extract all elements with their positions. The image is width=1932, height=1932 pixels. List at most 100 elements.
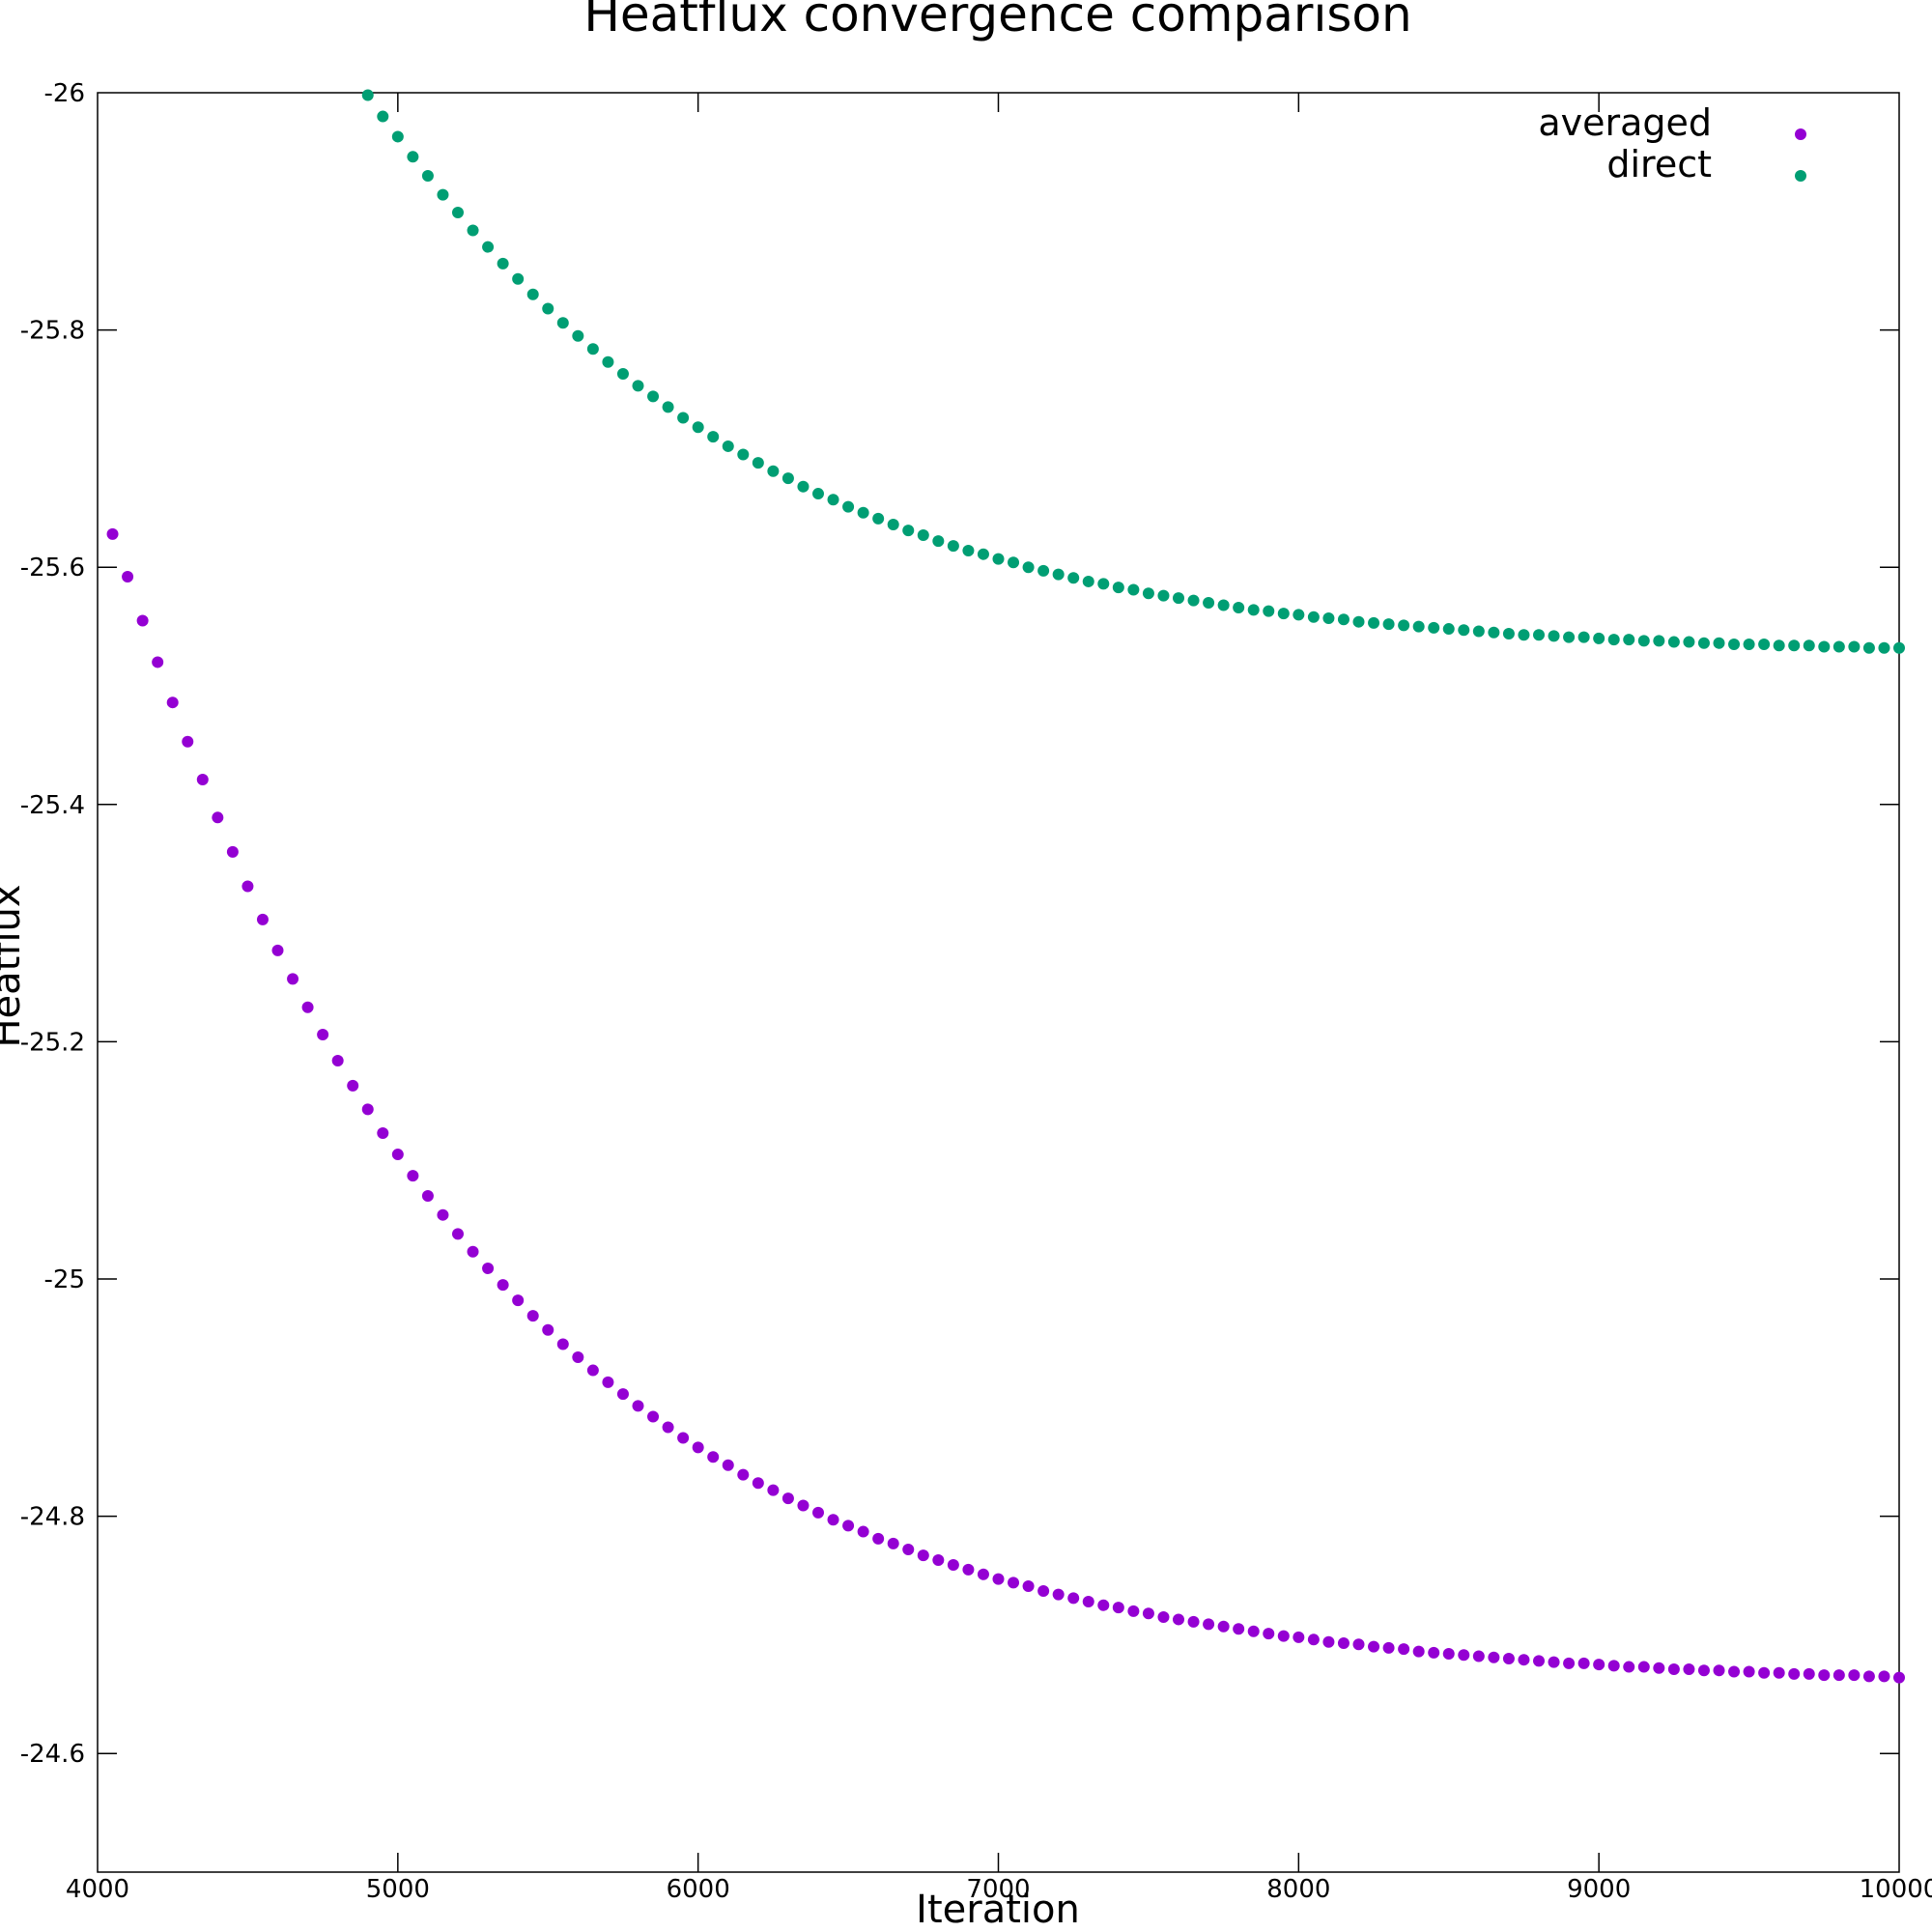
direct-point <box>1683 636 1695 648</box>
averaged-point <box>1788 1667 1801 1680</box>
direct-point <box>1713 637 1725 649</box>
averaged-point <box>377 1126 389 1139</box>
averaged-point <box>512 1294 525 1307</box>
direct-point <box>1187 594 1200 607</box>
direct-point <box>707 431 720 443</box>
direct-point <box>586 343 599 355</box>
direct-point <box>1773 639 1785 652</box>
direct-point <box>1067 572 1080 584</box>
averaged-point <box>1052 1588 1065 1601</box>
direct-point <box>1247 604 1260 616</box>
direct-point <box>1458 624 1470 637</box>
averaged-point <box>1803 1667 1815 1680</box>
direct-point <box>391 130 404 143</box>
averaged-point <box>256 913 269 925</box>
direct-point <box>497 257 509 270</box>
averaged-point <box>1067 1592 1080 1605</box>
averaged-point <box>1173 1613 1184 1626</box>
direct-point <box>1157 589 1170 602</box>
averaged-point <box>767 1484 780 1496</box>
averaged-point <box>842 1520 855 1532</box>
direct-point <box>767 465 780 477</box>
direct-point <box>1037 564 1050 577</box>
direct-point <box>1743 639 1755 651</box>
averaged-point <box>1683 1663 1695 1676</box>
averaged-point <box>526 1310 539 1322</box>
averaged-point <box>1518 1654 1530 1666</box>
direct-point <box>872 512 885 525</box>
direct-point <box>1412 620 1425 633</box>
averaged-point <box>1818 1669 1831 1682</box>
averaged-point <box>707 1451 720 1463</box>
averaged-point <box>737 1468 750 1481</box>
y-tick-label: -24.8 <box>20 1503 85 1532</box>
direct-point <box>1848 640 1861 653</box>
direct-point <box>1293 609 1305 621</box>
direct-point <box>797 480 810 493</box>
averaged-point <box>467 1245 479 1258</box>
averaged-point <box>226 845 239 858</box>
direct-point <box>1577 631 1590 643</box>
averaged-point <box>962 1563 975 1576</box>
data-points <box>106 89 1905 1684</box>
legend-marker-direct <box>1795 170 1806 182</box>
averaged-point <box>1533 1655 1545 1667</box>
x-tick-label: 6000 <box>667 1875 730 1904</box>
averaged-point <box>692 1441 704 1454</box>
legend-label-direct: direct <box>1606 143 1712 185</box>
direct-point <box>1667 636 1680 648</box>
direct-point <box>1233 601 1245 613</box>
averaged-point <box>391 1149 404 1161</box>
series-averaged <box>106 527 1905 1684</box>
averaged-point <box>1667 1663 1680 1676</box>
x-axis-label: Iteration <box>916 1888 1080 1932</box>
y-tick-label: -25.4 <box>20 791 85 820</box>
averaged-point <box>421 1190 434 1203</box>
averaged-point <box>301 1001 314 1013</box>
averaged-point <box>722 1459 734 1471</box>
direct-point <box>1368 616 1380 629</box>
averaged-point <box>616 1388 629 1401</box>
averaged-point <box>1848 1669 1861 1682</box>
averaged-point <box>977 1568 989 1580</box>
averaged-point <box>1293 1631 1305 1643</box>
direct-point <box>1428 621 1440 634</box>
direct-point <box>1728 639 1741 651</box>
averaged-point <box>1893 1671 1905 1684</box>
averaged-point <box>1097 1599 1110 1611</box>
direct-point <box>962 545 975 557</box>
averaged-point <box>662 1421 674 1434</box>
averaged-point <box>1502 1652 1515 1664</box>
direct-point <box>1833 640 1845 653</box>
averaged-point <box>1337 1637 1350 1649</box>
direct-point <box>482 241 495 253</box>
averaged-point <box>1037 1584 1050 1597</box>
averaged-point <box>347 1079 359 1092</box>
averaged-point <box>1082 1596 1094 1608</box>
averaged-point <box>1112 1602 1124 1614</box>
averaged-point <box>407 1170 419 1182</box>
averaged-point <box>1878 1670 1890 1683</box>
direct-point <box>526 288 539 300</box>
averaged-point <box>361 1103 374 1116</box>
averaged-point <box>1607 1660 1620 1672</box>
averaged-point <box>212 811 224 824</box>
averaged-point <box>572 1351 584 1364</box>
direct-point <box>572 329 584 342</box>
legend-marker-averaged <box>1795 128 1806 140</box>
averaged-point <box>1368 1640 1380 1653</box>
averaged-point <box>437 1208 449 1221</box>
direct-point <box>1607 634 1620 646</box>
averaged-point <box>271 944 284 956</box>
y-tick-label: -26 <box>44 79 85 108</box>
direct-point <box>1653 635 1665 647</box>
direct-point <box>512 272 525 285</box>
direct-point <box>1637 635 1650 647</box>
averaged-point <box>872 1532 885 1545</box>
averaged-point <box>1593 1659 1605 1671</box>
averaged-point <box>752 1477 764 1490</box>
y-tick-label: -25.8 <box>20 317 85 346</box>
direct-point <box>947 540 959 553</box>
direct-point <box>1878 641 1890 654</box>
direct-point <box>361 89 374 101</box>
